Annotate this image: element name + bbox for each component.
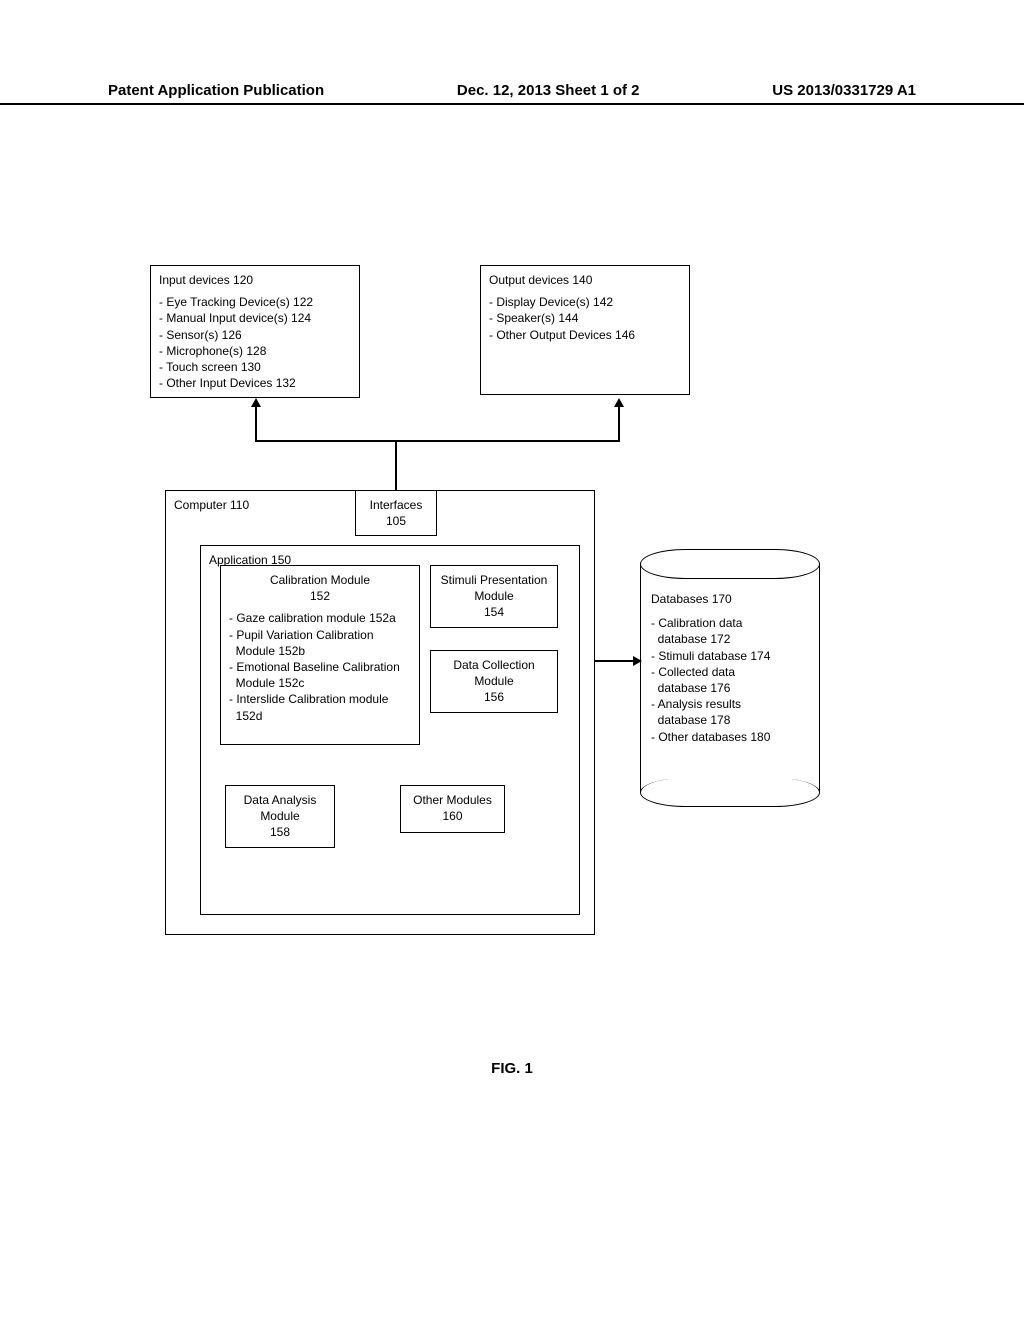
calibration-list: - Gaze calibration module 152a- Pupil Va… bbox=[229, 610, 411, 723]
output-devices-title: Output devices 140 bbox=[489, 272, 681, 288]
figure-caption: FIG. 1 bbox=[0, 1060, 1024, 1077]
list-item: - Speaker(s) 144 bbox=[489, 310, 681, 326]
list-item: - Other databases 180 bbox=[651, 729, 809, 745]
list-item: - Sensor(s) 126 bbox=[159, 327, 351, 343]
data-collection-module-box: Data Collection Module 156 bbox=[430, 650, 558, 713]
input-devices-box: Input devices 120 - Eye Tracking Device(… bbox=[150, 265, 360, 398]
arrow-icon bbox=[633, 656, 642, 666]
list-item: - Collected data bbox=[651, 664, 809, 680]
list-item: database 172 bbox=[651, 631, 809, 647]
other-modules-box: Other Modules 160 bbox=[400, 785, 505, 833]
input-devices-title: Input devices 120 bbox=[159, 272, 351, 288]
output-devices-list: - Display Device(s) 142- Speaker(s) 144-… bbox=[489, 294, 681, 343]
list-item: - Stimuli database 174 bbox=[651, 648, 809, 664]
data-analysis-module-box: Data Analysis Module 158 bbox=[225, 785, 335, 848]
databases-title: Databases 170 bbox=[651, 591, 809, 607]
connector-line bbox=[618, 407, 620, 442]
list-item: - Manual Input device(s) 124 bbox=[159, 310, 351, 326]
connector-line bbox=[255, 440, 620, 442]
header-right: US 2013/0331729 A1 bbox=[772, 82, 916, 99]
data-analysis-label: Data Analysis Module 158 bbox=[244, 793, 317, 839]
connector-line bbox=[395, 440, 397, 490]
list-item: Module 152c bbox=[229, 675, 411, 691]
header-center: Dec. 12, 2013 Sheet 1 of 2 bbox=[457, 82, 640, 99]
input-devices-list: - Eye Tracking Device(s) 122- Manual Inp… bbox=[159, 294, 351, 391]
list-item: 152d bbox=[229, 708, 411, 724]
list-item: - Microphone(s) 128 bbox=[159, 343, 351, 359]
header-left: Patent Application Publication bbox=[108, 82, 324, 99]
other-modules-label: Other Modules 160 bbox=[413, 793, 492, 823]
list-item: - Other Output Devices 146 bbox=[489, 327, 681, 343]
page-header: Patent Application Publication Dec. 12, … bbox=[0, 82, 1024, 105]
diagram-area: Input devices 120 - Eye Tracking Device(… bbox=[150, 265, 890, 965]
interfaces-label: Interfaces 105 bbox=[370, 498, 423, 528]
list-item: - Display Device(s) 142 bbox=[489, 294, 681, 310]
list-item: database 178 bbox=[651, 712, 809, 728]
calibration-module-box: Calibration Module 152 - Gaze calibratio… bbox=[220, 565, 420, 745]
list-item: - Analysis results bbox=[651, 696, 809, 712]
databases-list: - Calibration data database 172- Stimuli… bbox=[651, 615, 809, 745]
calibration-title: Calibration Module 152 bbox=[229, 572, 411, 604]
stimuli-module-box: Stimuli Presentation Module 154 bbox=[430, 565, 558, 628]
list-item: database 176 bbox=[651, 680, 809, 696]
list-item: - Other Input Devices 132 bbox=[159, 375, 351, 391]
interfaces-box: Interfaces 105 bbox=[355, 490, 437, 536]
databases-cylinder: Databases 170 - Calibration data databas… bbox=[640, 563, 820, 793]
computer-label: Computer 110 bbox=[174, 498, 249, 512]
stimuli-label: Stimuli Presentation Module 154 bbox=[441, 573, 548, 619]
arrow-icon bbox=[251, 398, 261, 407]
connector-line bbox=[255, 407, 257, 442]
list-item: - Gaze calibration module 152a bbox=[229, 610, 411, 626]
list-item: - Calibration data bbox=[651, 615, 809, 631]
arrow-icon bbox=[614, 398, 624, 407]
list-item: - Pupil Variation Calibration bbox=[229, 627, 411, 643]
list-item: - Interslide Calibration module bbox=[229, 691, 411, 707]
list-item: Module 152b bbox=[229, 643, 411, 659]
data-collection-label: Data Collection Module 156 bbox=[453, 658, 534, 704]
list-item: - Touch screen 130 bbox=[159, 359, 351, 375]
list-item: - Eye Tracking Device(s) 122 bbox=[159, 294, 351, 310]
output-devices-box: Output devices 140 - Display Device(s) 1… bbox=[480, 265, 690, 395]
list-item: - Emotional Baseline Calibration bbox=[229, 659, 411, 675]
